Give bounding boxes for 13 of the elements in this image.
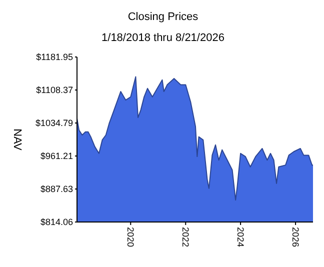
y-tick-label: $814.06 xyxy=(40,217,73,228)
y-tick-label: $887.63 xyxy=(40,184,73,194)
y-tick-label: $1181.95 xyxy=(36,52,73,62)
x-tick-label: 2022 xyxy=(180,227,190,248)
chart-subtitle: 1/18/2018 thru 8/21/2026 xyxy=(102,32,224,44)
y-tick-label: $1108.37 xyxy=(36,85,73,96)
x-tick-label: 2020 xyxy=(125,227,136,248)
x-tick-label: 2026 xyxy=(290,227,300,248)
chart-title: Closing Prices xyxy=(128,11,199,23)
y-tick-label: $1034.79 xyxy=(35,118,73,128)
y-axis-title: NAV xyxy=(11,128,24,152)
y-tick-label: $961.21 xyxy=(40,151,73,162)
x-tick-label: 2024 xyxy=(235,227,246,248)
